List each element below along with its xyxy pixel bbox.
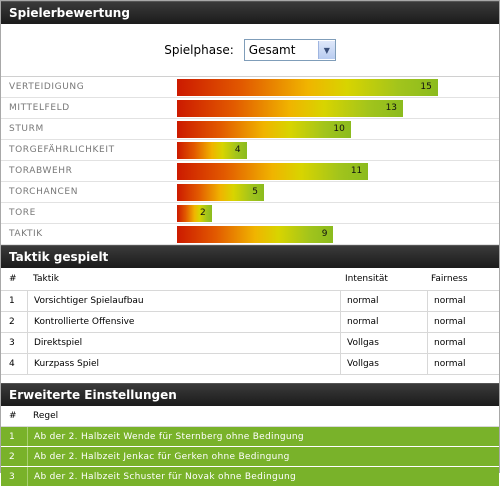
row-intensity: Vollgas [340,354,427,374]
rating-row: MITTELFELD 13 [1,98,499,119]
rule-row[interactable]: 3 Ab der 2. Halbzeit Schuster für Novak … [1,467,499,487]
rating-value: 11 [350,165,363,176]
table-row: 3 Direktspiel Vollgas normal [1,333,499,354]
row-num: 3 [9,338,15,348]
rating-value: 13 [385,102,398,113]
rating-row: TORGEFÄHRLICHKEIT 4 [1,140,499,161]
rating-bar: 15 [177,78,438,96]
rating-row: TORE 2 [1,203,499,224]
rating-label: STURM [9,124,44,134]
rating-list: VERTEIDIGUNG 15 MITTELFELD 13 STURM 10 [1,76,499,245]
col-header-num: # [9,274,17,284]
rating-label: TORABWEHR [9,166,73,176]
section-spacer [1,375,499,383]
rating-label: TORE [9,208,36,218]
phase-selector-row: Spielphase: Gesamt ▼ [1,24,499,76]
table-row: 4 Kurzpass Spiel Vollgas normal [1,354,499,375]
rating-value: 4 [234,144,241,155]
row-intensity: normal [340,312,427,332]
rating-value: 10 [333,123,345,134]
rating-bar-track: 4 [177,141,499,159]
col-header-rule: Regel [33,411,59,421]
rating-bar-track: 5 [177,183,499,201]
row-intensity: normal [340,291,427,311]
rating-label: VERTEIDIGUNG [9,82,85,92]
col-header-intensity: Intensität [345,274,388,284]
rating-label: TAKTIK [9,229,43,239]
rating-bar-track: 10 [177,120,499,138]
rating-row: STURM 10 [1,119,499,140]
rating-bar: 9 [177,225,334,243]
col-header-fairness: Fairness [431,274,468,284]
table-row: 2 Kontrollierte Offensive normal normal [1,312,499,333]
rating-bar-track: 13 [177,99,499,117]
rule-text: Ab der 2. Halbzeit Jenkac für Gerken ohn… [27,447,290,466]
rating-bar-track: 2 [177,204,499,222]
rating-bar: 4 [177,141,247,159]
col-header-num: # [9,411,17,421]
row-tactic: Direktspiel [27,333,340,353]
row-num: 2 [9,317,15,327]
rating-label: MITTELFELD [9,103,70,113]
phase-select-value: Gesamt [248,43,296,57]
section-title-tactics: Taktik gespielt [1,245,499,268]
rating-value: 5 [252,186,258,197]
chevron-down-icon[interactable]: ▼ [317,41,335,59]
rules-table-header: # Regel [1,406,499,427]
section-title-rating: Spielerbewertung [1,1,499,24]
rating-bar: 2 [177,204,212,222]
rule-row[interactable]: 1 Ab der 2. Halbzeit Wende für Sternberg… [1,427,499,447]
row-num: 4 [9,359,15,369]
section-title-settings: Erweiterte Einstellungen [1,383,499,406]
rating-bar: 13 [177,99,404,117]
rating-label: TORGEFÄHRLICHKEIT [9,145,115,155]
table-row: 1 Vorsichtiger Spielaufbau normal normal [1,291,499,312]
phase-label: Spielphase: [164,43,234,57]
rating-value: 9 [321,228,328,239]
rating-bar: 5 [177,183,264,201]
row-tactic: Kontrollierte Offensive [27,312,340,332]
rule-num: 3 [9,471,16,482]
rating-row: VERTEIDIGUNG 15 [1,77,499,98]
rating-row: TORABWEHR 11 [1,161,499,182]
row-fairness: normal [427,333,499,353]
rule-row[interactable]: 2 Ab der 2. Halbzeit Jenkac für Gerken o… [1,447,499,467]
row-tactic: Kurzpass Spiel [27,354,340,374]
rating-bar: 11 [177,162,369,180]
rating-bar-track: 15 [177,78,499,96]
row-tactic: Vorsichtiger Spielaufbau [27,291,340,311]
rating-bar: 10 [177,120,351,138]
rating-label: TORCHANCEN [9,187,79,197]
rule-text: Ab der 2. Halbzeit Schuster für Novak oh… [27,467,296,486]
rating-value: 15 [420,81,432,92]
row-fairness: normal [427,354,499,374]
tactics-table-header: # Taktik Intensität Fairness [1,268,499,291]
rule-num: 2 [9,451,16,462]
row-fairness: normal [427,291,499,311]
rule-text: Ab der 2. Halbzeit Wende für Sternberg o… [27,427,304,446]
rating-row: TAKTIK 9 [1,224,499,245]
col-header-tactic: Taktik [33,274,59,284]
phase-select[interactable]: Gesamt ▼ [243,39,336,61]
row-num: 1 [9,296,15,306]
rating-bar-track: 11 [177,162,499,180]
row-fairness: normal [427,312,499,332]
rating-value: 2 [200,207,206,218]
row-intensity: Vollgas [340,333,427,353]
rating-bar-track: 9 [177,225,499,243]
rating-row: TORCHANCEN 5 [1,182,499,203]
rule-num: 1 [9,431,16,442]
